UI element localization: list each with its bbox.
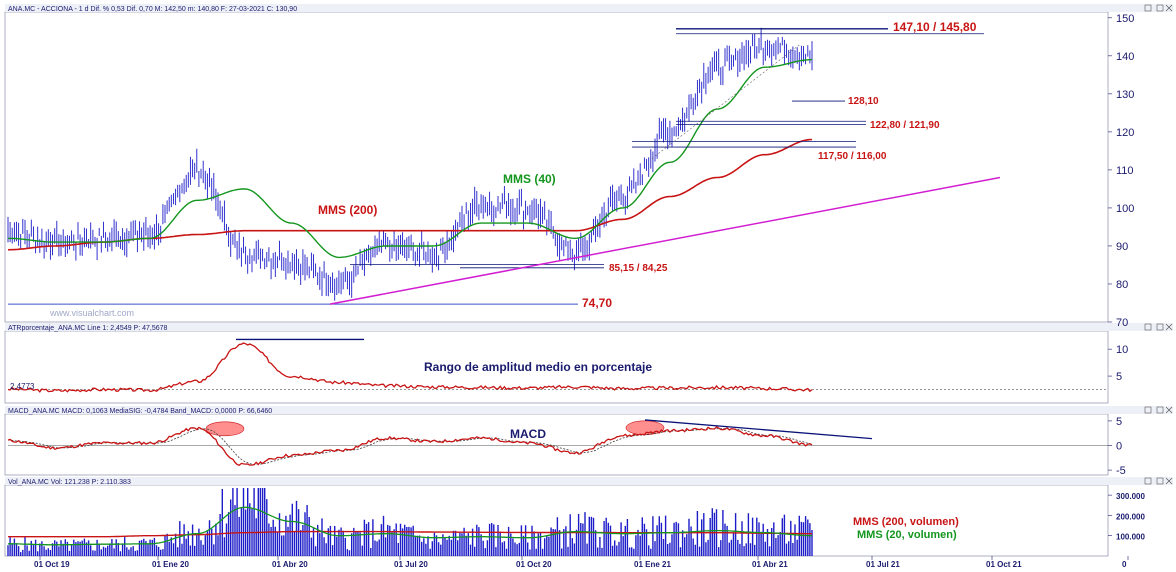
price-panel: [7, 27, 1001, 305]
x-tick-label: 01 Ene 20: [152, 560, 189, 569]
resistance-label: 147,10 / 145,80: [893, 20, 977, 34]
macd-panel-frame: [4, 413, 1109, 476]
x-tick-label: 01 Abr 21: [752, 560, 788, 569]
axes: 70 80 90 100 110 120 130 140 150 5 10 -5 0 5 100.000 20…: [34, 13, 1145, 569]
atr-window-controls[interactable]: [1144, 323, 1173, 331]
macd-signal-line: [7, 428, 813, 465]
price-tick-label: 140: [1116, 51, 1134, 63]
level-117-label: 117,50 / 116,00: [818, 151, 887, 162]
atr-value-label: 2,4773: [10, 382, 35, 391]
x-tick-label: 01 Ene 21: [634, 560, 671, 569]
atr-line: [7, 342, 813, 393]
price-tick-label: 120: [1116, 127, 1134, 139]
x-tick-label: 01 Oct 19: [34, 560, 70, 569]
macd-top-highlight-1: [205, 421, 245, 437]
volume-panel-header: Vol_ANA.MC Vol: 121.238 P: 2.110.383: [8, 479, 131, 486]
atr-panel-titlebar: [5, 323, 1173, 331]
price-panel-frame: [4, 11, 1109, 323]
volume-panel: [7, 488, 813, 556]
vol-sma200-label: MMS (200, volumen): [853, 516, 959, 528]
price-tick-label: 100: [1116, 203, 1134, 215]
price-panel-titlebar: [5, 4, 1173, 12]
x-tick-label: 01 Jul 21: [866, 560, 900, 569]
macd-window-controls[interactable]: [1144, 406, 1173, 414]
macd-tick-label: -5: [1116, 465, 1126, 477]
macd-divergence-line: [644, 419, 873, 440]
vol-tick-label: 300.000: [1116, 492, 1145, 501]
macd-tick-label: 0: [1116, 441, 1122, 453]
price-tick-label: 90: [1116, 241, 1128, 253]
volume-bars: [7, 488, 813, 556]
price-tick-label: 130: [1116, 89, 1134, 101]
atr-tick-label: 5: [1116, 371, 1122, 383]
price-tick-label: 150: [1116, 13, 1134, 25]
macd-tick-label: 5: [1116, 416, 1122, 428]
x-tick-label: 01 Oct 21: [986, 560, 1022, 569]
level-128-label: 128,10: [848, 96, 879, 107]
volume-window-controls[interactable]: [1144, 477, 1173, 485]
vol-sma20-line: [8, 506, 812, 546]
macd-title: MACD: [510, 427, 546, 441]
level-122-label: 122,80 / 121,90: [870, 120, 940, 131]
atr-title: Rango de amplitud medio en porcentaje: [424, 360, 652, 374]
sma40-line: [7, 58, 813, 259]
volume-panel-titlebar: [5, 477, 1173, 485]
vol-sma20-label: MMS (20, volumen): [857, 529, 957, 541]
level-85-label: 85,15 / 84,25: [609, 263, 668, 274]
atr-tick-label: 10: [1116, 344, 1128, 356]
price-tick-label: 80: [1116, 279, 1128, 291]
level-74-label: 74,70: [582, 296, 612, 310]
sma200-label: MMS (200): [318, 203, 377, 217]
price-panel-header: ANA.MC - ACCIONA - 1 d Dif. % 0,53 Dif. …: [8, 6, 297, 13]
short-term-trendline: [651, 44, 801, 159]
atr-panel-header: ATRporcentaje_ANA.MC Line 1: 2,4549 P: 4…: [8, 325, 168, 332]
vol-tick-label: 100.000: [1116, 533, 1145, 542]
long-term-trendline: [329, 176, 1001, 305]
macd-panel-titlebar: [5, 406, 1173, 414]
x-tick-label: 01 Jul 20: [394, 560, 428, 569]
price-window-controls[interactable]: [1144, 4, 1173, 12]
x-tick-label: 01 Oct 20: [516, 560, 552, 569]
atr-panel: [7, 338, 1108, 393]
watermark: www.visualchart.com: [49, 308, 134, 318]
macd-line: [7, 426, 813, 466]
vol-tick-label: 200.000: [1116, 512, 1145, 521]
price-bars: [7, 27, 813, 301]
price-tick-label: 110: [1116, 165, 1134, 177]
price-tick-label: 70: [1116, 317, 1128, 329]
x-tick-label: 01 Abr 20: [272, 560, 308, 569]
macd-panel: [7, 419, 1108, 466]
x-tick-label: 0: [1122, 560, 1127, 569]
sma40-label: MMS (40): [503, 172, 556, 186]
macd-panel-header: MACD_ANA.MC MACD: 0,1063 MediaSIG: -0,47…: [8, 408, 272, 415]
